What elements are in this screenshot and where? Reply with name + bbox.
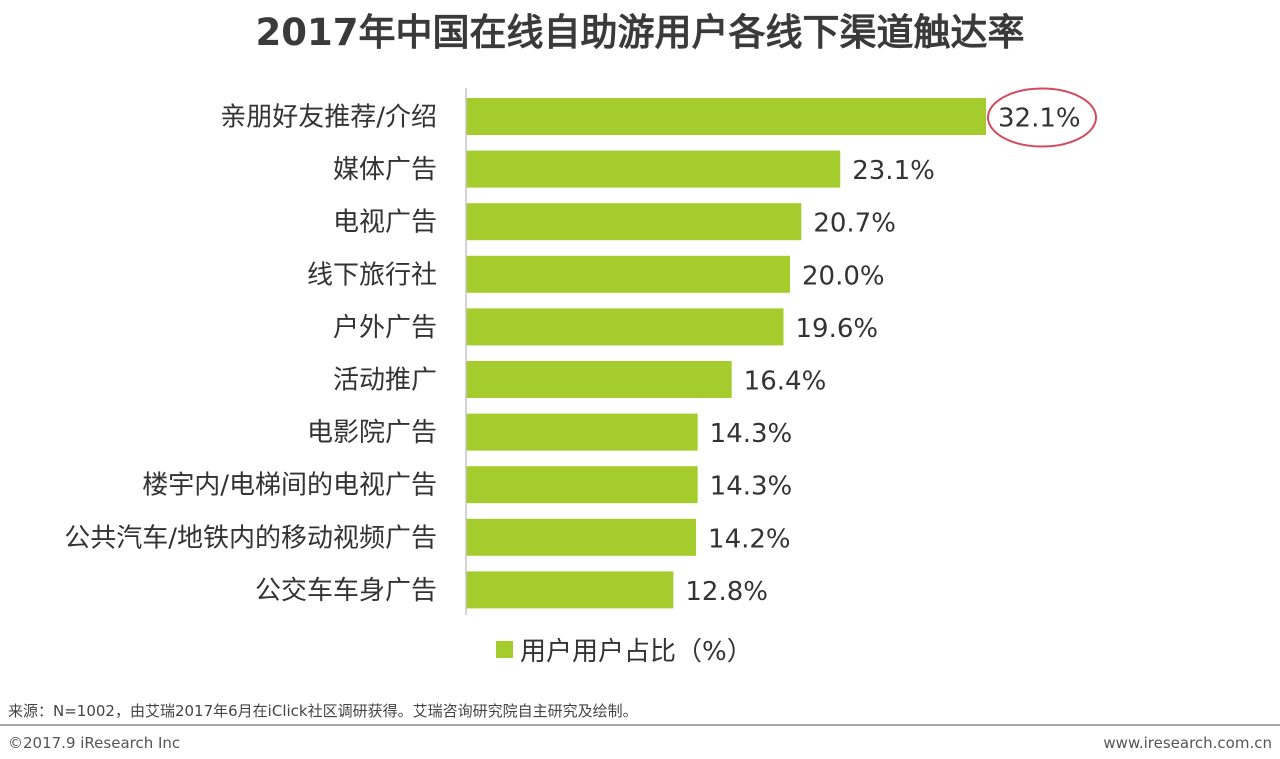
category-label: 电视广告 bbox=[333, 208, 437, 238]
value-label: 14.2% bbox=[708, 524, 791, 554]
legend-label: 用户用户占比（%） bbox=[520, 637, 753, 667]
source-note: 来源：N=1002，由艾瑞2017年6月在iClick社区调研获得。艾瑞咨询研究… bbox=[8, 702, 638, 720]
category-label: 公交车车身广告 bbox=[255, 576, 437, 606]
bar bbox=[466, 571, 674, 609]
bar bbox=[466, 466, 698, 504]
value-label: 32.1% bbox=[998, 104, 1081, 134]
footer-divider bbox=[0, 724, 1280, 726]
category-label: 户外广告 bbox=[333, 313, 437, 343]
bar bbox=[466, 203, 802, 241]
highlight-circle bbox=[987, 87, 1098, 148]
value-label: 14.3% bbox=[710, 419, 793, 449]
value-label: 23.1% bbox=[852, 156, 935, 186]
bar bbox=[466, 308, 784, 346]
category-label: 公共汽车/地铁内的移动视频广告 bbox=[64, 523, 437, 553]
value-label: 20.0% bbox=[802, 261, 885, 291]
category-label: 亲朋好友推荐/介绍 bbox=[220, 103, 437, 133]
bar bbox=[466, 413, 698, 451]
bar-chart: 亲朋好友推荐/介绍 32.1% 媒体广告 23.1% 电视广告 20.7% 线下旅行社 20.… bbox=[64, 87, 1098, 667]
bar bbox=[466, 361, 732, 398]
category-label: 媒体广告 bbox=[333, 155, 437, 185]
copyright-text: ©2017.9 iResearch Inc bbox=[8, 734, 181, 752]
value-label: 20.7% bbox=[813, 209, 896, 239]
category-label: 活动推广 bbox=[333, 366, 437, 396]
legend: 用户用户占比（%） bbox=[496, 637, 753, 667]
bar bbox=[466, 150, 841, 188]
chart-title: 2017年中国在线自助游用户各线下渠道触达率 bbox=[255, 11, 1025, 54]
bar bbox=[466, 255, 790, 293]
bar bbox=[466, 518, 697, 556]
category-label: 楼宇内/电梯间的电视广告 bbox=[142, 471, 437, 501]
website-link[interactable]: www.iresearch.com.cn bbox=[1103, 734, 1272, 752]
category-label: 线下旅行社 bbox=[307, 260, 437, 290]
bars-group: 亲朋好友推荐/介绍 32.1% 媒体广告 23.1% 电视广告 20.7% 线下旅行社 20.… bbox=[64, 87, 1098, 609]
category-label: 电影院广告 bbox=[307, 418, 437, 448]
legend-swatch bbox=[496, 641, 513, 658]
value-label: 14.3% bbox=[710, 472, 793, 502]
bar bbox=[466, 98, 987, 135]
value-label: 19.6% bbox=[796, 314, 879, 344]
value-label: 12.8% bbox=[685, 577, 768, 607]
value-label: 16.4% bbox=[744, 367, 827, 397]
